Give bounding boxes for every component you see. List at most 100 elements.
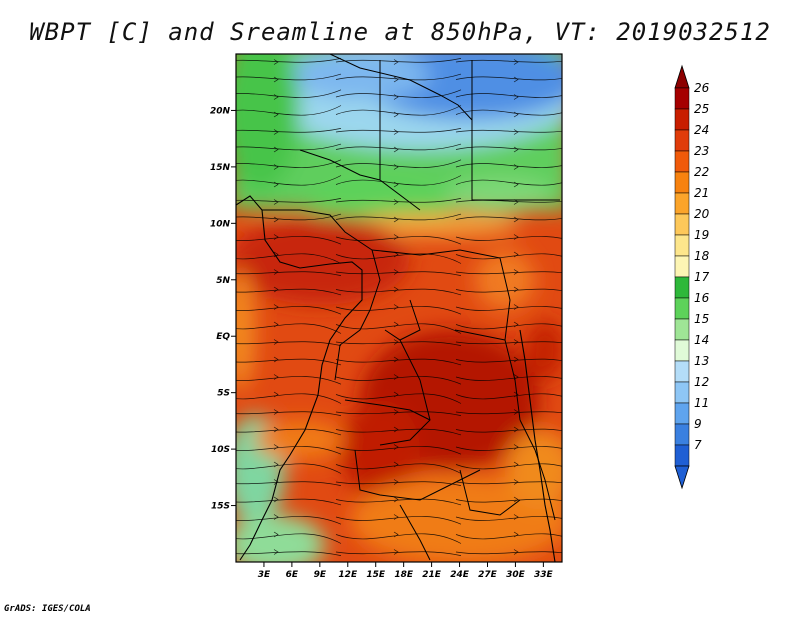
streamline-arrow: [513, 111, 519, 118]
streamline-arrow: [273, 321, 279, 328]
streamline-arrow: [273, 479, 279, 485]
colorbar-top-arrow: [674, 64, 690, 89]
lat-tick-label: 5N: [216, 276, 230, 286]
streamline-arrow: [393, 269, 399, 275]
colorbar-label: 26: [694, 81, 710, 95]
streamline-arrow: [393, 339, 399, 345]
colorbar-swatch: [674, 87, 690, 110]
streamline-arrow: [513, 426, 519, 433]
colorbar-swatch: [674, 129, 690, 152]
chart-title: WBPT [C] and Sreamline at 850hPa, VT: 20…: [29, 18, 771, 46]
streamline-arrow: [513, 251, 519, 258]
streamline-arrow: [513, 321, 519, 328]
streamline-arrow: [393, 216, 399, 223]
lon-tick-label: 24E: [450, 570, 470, 580]
streamline-arrow: [393, 94, 399, 100]
streamline-arrow: [273, 129, 279, 135]
colorbar-label: 18: [694, 249, 710, 263]
streamline-arrow: [513, 181, 519, 188]
lon-tick-label: 9E: [314, 570, 327, 580]
colorbar: 26 25 24 23 22 21 20 19 18 17 16 15 14 13 12 11 9 7: [674, 64, 710, 490]
streamline-arrow: [513, 76, 519, 83]
streamline-arrow: [393, 181, 399, 188]
colorbar-swatch: [674, 108, 690, 131]
colorbar-swatch: [674, 381, 690, 404]
streamline-arrow: [513, 391, 519, 398]
streamline-arrow: [513, 531, 519, 538]
streamline-arrow: [393, 461, 399, 468]
colorbar-swatch: [674, 192, 690, 215]
streamline-arrow: [513, 374, 519, 380]
streamline-arrow: [273, 374, 279, 380]
colorbar-label: 19: [694, 228, 709, 242]
streamline-arrow: [273, 59, 279, 65]
streamline-arrow: [393, 146, 399, 153]
streamline-arrow: [393, 76, 399, 83]
colorbar-swatch: [674, 213, 690, 236]
streamline-arrow: [273, 181, 279, 188]
streamlines: [236, 58, 562, 572]
lon-tick-label: 18E: [394, 570, 414, 580]
lat-tick-label: 5S: [217, 389, 230, 399]
streamline-arrow: [393, 234, 399, 240]
streamline-arrow: [273, 496, 279, 503]
colorbar-label: 24: [694, 123, 709, 137]
colorbar-swatch: [674, 234, 690, 257]
streamline-arrow: [273, 339, 279, 345]
streamline-arrow: [273, 286, 279, 293]
colorbar-swatch: [674, 360, 690, 383]
lat-tick-label: 15S: [211, 502, 230, 512]
streamline-arrow: [513, 146, 519, 153]
streamline-arrow: [393, 356, 399, 363]
streamline-arrow: [274, 567, 278, 572]
lon-tick-label: 21E: [422, 570, 442, 580]
streamline-arrow: [273, 356, 279, 363]
lat-tick-label: 15N: [210, 163, 231, 173]
colorbar-label: 15: [694, 312, 709, 326]
streamline-arrow: [273, 549, 279, 555]
colorbar-bottom-arrow: [674, 465, 690, 490]
streamline-arrow: [393, 111, 399, 118]
colorbar-swatch: [674, 318, 690, 341]
colorbar-label: 21: [694, 186, 709, 200]
colorbar-swatch: [674, 171, 690, 194]
lon-axis: 3E 6E 9E 12E 15E 18E 21E 24E 27E 30E 33E: [258, 562, 554, 580]
map-frame: [235, 53, 563, 563]
colorbar-label: 20: [694, 207, 710, 221]
streamline-arrow: [513, 234, 519, 240]
colorbar-swatch: [674, 423, 690, 446]
footer-credit: GrADS: IGES/COLA: [4, 604, 91, 614]
streamline-arrow: [513, 269, 519, 275]
streamline-arrow: [393, 391, 399, 398]
colorbar-label: 22: [694, 165, 709, 179]
lat-tick-label: 20N: [210, 106, 231, 116]
coastlines: [236, 195, 556, 562]
lon-tick-label: 3E: [258, 570, 271, 580]
streamline-arrow: [513, 549, 519, 555]
streamline-arrow: [273, 216, 279, 223]
streamline-arrow: [513, 444, 519, 450]
streamline-arrow: [513, 356, 519, 363]
streamline-arrow: [513, 514, 519, 520]
streamline-arrow: [393, 304, 399, 310]
streamline-arrow: [273, 514, 279, 520]
lon-tick-label: 12E: [338, 570, 358, 580]
streamline-arrow: [513, 304, 519, 310]
streamline-arrow: [513, 479, 519, 485]
streamline-arrow: [273, 76, 279, 83]
streamline-arrow: [273, 461, 279, 468]
colorbar-label: 12: [694, 375, 709, 389]
country-borders: [262, 54, 560, 561]
streamline-arrow: [273, 164, 279, 170]
streamline-arrow: [513, 339, 519, 345]
lat-tick-label: EQ: [216, 332, 230, 342]
colorbar-label: 17: [694, 270, 710, 284]
colorbar-label: 13: [694, 354, 709, 368]
streamline-arrow: [393, 164, 399, 170]
streamline-arrow: [393, 514, 399, 520]
streamline-arrow: [273, 409, 279, 415]
streamline-arrow: [393, 409, 399, 415]
streamline-arrow: [393, 496, 399, 503]
streamline-arrow: [513, 496, 519, 503]
streamline-arrow: [273, 426, 279, 433]
